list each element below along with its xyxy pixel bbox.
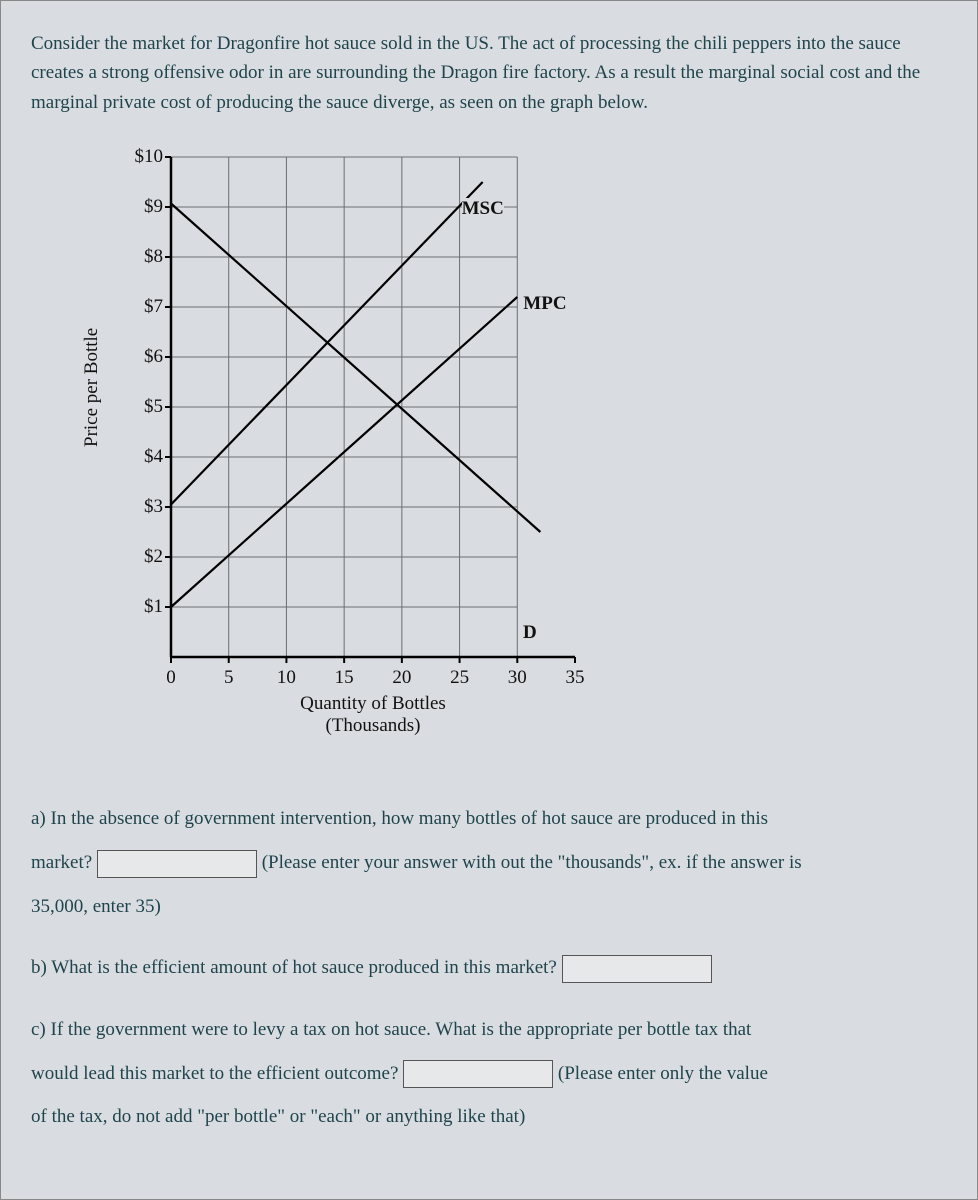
- x-tick-label: 15: [324, 667, 364, 689]
- question-b-pre: b) What is the efficient amount of hot s…: [31, 957, 557, 978]
- question-c-line2-post: (Please enter only the value: [558, 1063, 768, 1084]
- questions-block: a) In the absence of government interven…: [31, 797, 947, 1139]
- x-tick-label: 30: [497, 667, 537, 689]
- answer-input-b[interactable]: [562, 955, 712, 983]
- chart-container: Price per Bottle $10$9$8$7$6$5$4$3$2$1 0…: [91, 147, 651, 777]
- y-tick-label: $3: [113, 496, 163, 518]
- question-a-line2-post: (Please enter your answer with out the "…: [262, 852, 802, 873]
- curve-label-mpc: MPC: [523, 293, 566, 315]
- y-tick-label: $9: [113, 196, 163, 218]
- question-c-line3: of the tax, do not add "per bottle" or "…: [31, 1095, 947, 1139]
- y-tick-label: $7: [113, 296, 163, 318]
- x-tick-label: 5: [209, 667, 249, 689]
- question-a-line3: 35,000, enter 35): [31, 885, 947, 929]
- y-tick-label: $6: [113, 346, 163, 368]
- y-tick-label: $1: [113, 596, 163, 618]
- curve-label-d: D: [523, 622, 537, 644]
- x-tick-label: 0: [151, 667, 191, 689]
- x-tick-label: 20: [382, 667, 422, 689]
- y-tick-label: $5: [113, 396, 163, 418]
- x-tick-label: 35: [555, 667, 595, 689]
- x-axis-label-line1: Quantity of Bottles: [253, 693, 493, 715]
- y-tick-label: $2: [113, 546, 163, 568]
- question-a-line1: a) In the absence of government interven…: [31, 797, 947, 841]
- question-a-line2-pre: market?: [31, 852, 92, 873]
- y-tick-label: $8: [113, 246, 163, 268]
- x-tick-label: 25: [440, 667, 480, 689]
- page: Consider the market for Dragonfire hot s…: [0, 0, 978, 1200]
- answer-input-c[interactable]: [403, 1060, 553, 1088]
- y-tick-label: $10: [113, 146, 163, 168]
- chart-svg: [91, 147, 651, 707]
- answer-input-a[interactable]: [97, 850, 257, 878]
- x-tick-label: 10: [266, 667, 306, 689]
- intro-text: Consider the market for Dragonfire hot s…: [31, 29, 947, 117]
- question-c-line1: c) If the government were to levy a tax …: [31, 1008, 947, 1052]
- question-c-line2-pre: would lead this market to the efficient …: [31, 1063, 398, 1084]
- curve-label-msc: MSC: [462, 198, 504, 220]
- x-axis-label-line2: (Thousands): [253, 715, 493, 737]
- y-tick-label: $4: [113, 446, 163, 468]
